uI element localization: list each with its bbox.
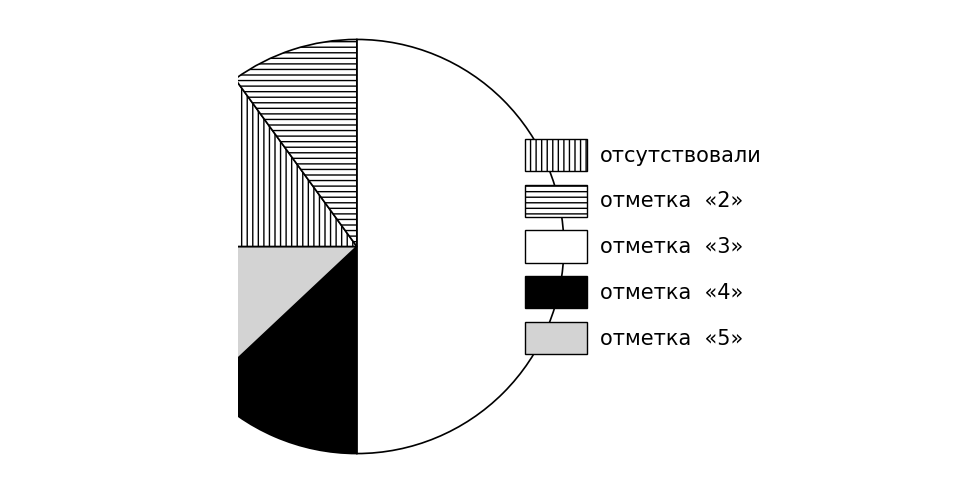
Wedge shape — [234, 39, 357, 246]
Wedge shape — [149, 246, 357, 388]
Legend: отсутствовали, отметка  «2», отметка  «3», отметка  «4», отметка  «5»: отсутствовали, отметка «2», отметка «3»,… — [524, 139, 761, 354]
Wedge shape — [357, 39, 563, 454]
Wedge shape — [205, 246, 357, 454]
Wedge shape — [149, 79, 357, 246]
